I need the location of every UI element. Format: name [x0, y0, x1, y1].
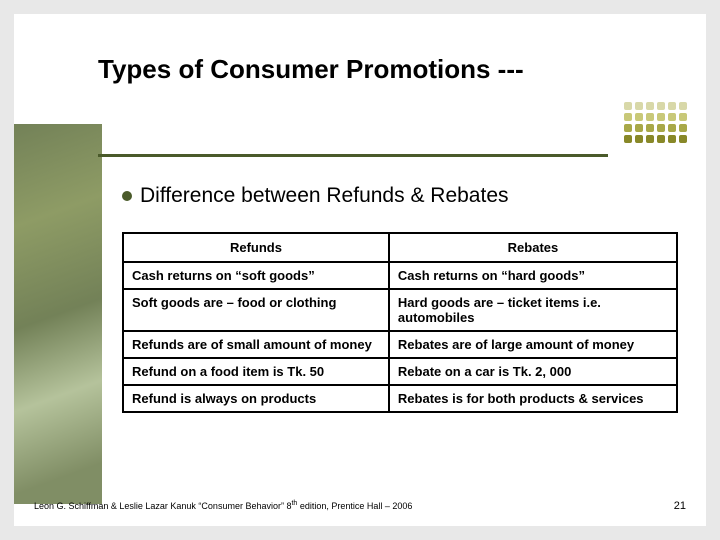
bullet-text: Difference between Refunds & Rebates: [140, 184, 509, 208]
comparison-table: Refunds Rebates Cash returns on “soft go…: [122, 232, 678, 413]
dot-icon: [657, 124, 665, 132]
table-cell: Refund is always on products: [123, 385, 389, 412]
dot-icon: [679, 124, 687, 132]
dot-icon: [635, 135, 643, 143]
slide-title: Types of Consumer Promotions ---: [98, 54, 524, 85]
table-cell: Refund on a food item is Tk. 50: [123, 358, 389, 385]
bullet-row: Difference between Refunds & Rebates: [122, 184, 509, 208]
table-row: Refund is always on productsRebates is f…: [123, 385, 677, 412]
footer-citation: Leon G. Schiffman & Leslie Lazar Kanuk “…: [34, 500, 412, 512]
dot-icon: [646, 113, 654, 121]
dot-icon: [657, 113, 665, 121]
table-row: Refund on a food item is Tk. 50Rebate on…: [123, 358, 677, 385]
table-header: Rebates: [389, 233, 677, 262]
table-cell: Refunds are of small amount of money: [123, 331, 389, 358]
table-cell: Rebates is for both products & services: [389, 385, 677, 412]
table-body: Cash returns on “soft goods”Cash returns…: [123, 262, 677, 412]
dot-icon: [635, 113, 643, 121]
dot-icon: [668, 102, 676, 110]
title-underline: [98, 154, 608, 157]
dot-icon: [679, 113, 687, 121]
decorative-dots: [624, 102, 688, 144]
dot-icon: [668, 124, 676, 132]
table-cell: Rebate on a car is Tk. 2, 000: [389, 358, 677, 385]
dot-icon: [646, 124, 654, 132]
table-cell: Soft goods are – food or clothing: [123, 289, 389, 331]
footer: Leon G. Schiffman & Leslie Lazar Kanuk “…: [34, 500, 686, 512]
dot-icon: [635, 124, 643, 132]
dot-icon: [668, 135, 676, 143]
leaf-background-image: [14, 124, 102, 504]
dot-icon: [624, 113, 632, 121]
dot-icon: [624, 124, 632, 132]
dot-icon: [635, 102, 643, 110]
table-cell: Cash returns on “hard goods”: [389, 262, 677, 289]
table-cell: Cash returns on “soft goods”: [123, 262, 389, 289]
table-header: Refunds: [123, 233, 389, 262]
dot-icon: [624, 102, 632, 110]
table-cell: Hard goods are – ticket items i.e. autom…: [389, 289, 677, 331]
bullet-icon: [122, 191, 132, 201]
dot-icon: [657, 102, 665, 110]
table-header-row: Refunds Rebates: [123, 233, 677, 262]
dot-icon: [657, 135, 665, 143]
table-cell: Rebates are of large amount of money: [389, 331, 677, 358]
table-row: Refunds are of small amount of moneyReba…: [123, 331, 677, 358]
dot-icon: [679, 102, 687, 110]
dot-icon: [679, 135, 687, 143]
dot-icon: [646, 135, 654, 143]
dot-icon: [646, 102, 654, 110]
table-row: Cash returns on “soft goods”Cash returns…: [123, 262, 677, 289]
table-row: Soft goods are – food or clothingHard go…: [123, 289, 677, 331]
dot-icon: [668, 113, 676, 121]
page-number: 21: [674, 500, 686, 512]
dot-icon: [624, 135, 632, 143]
slide: Types of Consumer Promotions --- Differe…: [14, 14, 706, 526]
